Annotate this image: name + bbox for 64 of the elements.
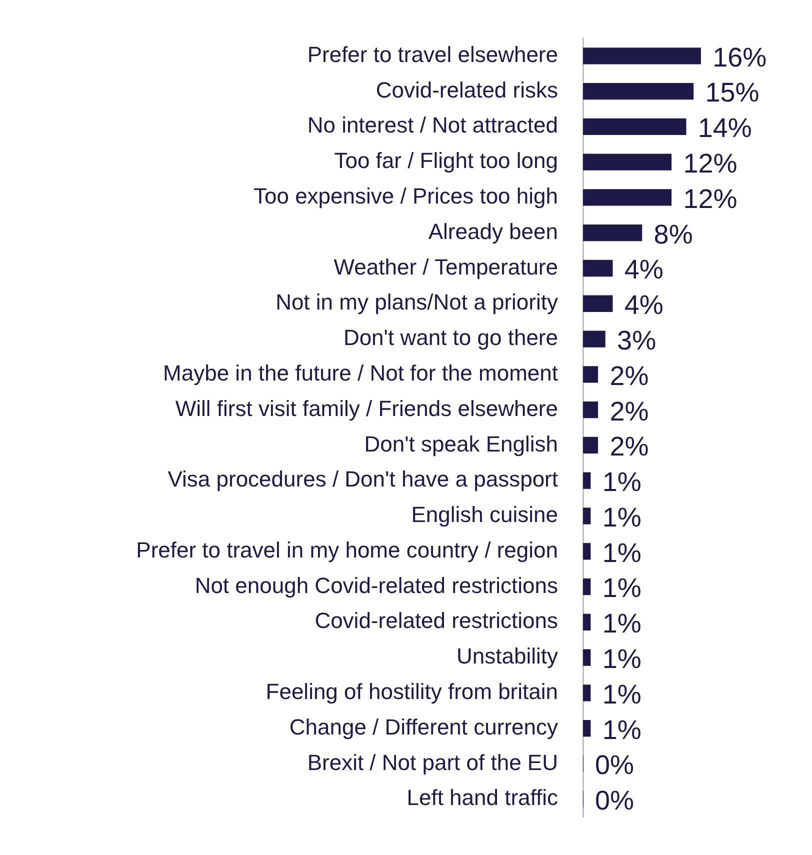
y-tick-label: Left hand traffic xyxy=(406,785,558,810)
data-label: 1% xyxy=(602,644,642,674)
y-tick-label: Not enough Covid-related restrictions xyxy=(194,572,558,598)
bar xyxy=(583,401,598,418)
data-label: 1% xyxy=(602,538,642,568)
bar xyxy=(583,720,591,737)
bar xyxy=(583,366,598,383)
y-tick-label: Visa procedures / Don't have a passport xyxy=(168,466,558,492)
bar xyxy=(583,118,686,136)
data-label: 1% xyxy=(602,573,642,604)
data-label: 12% xyxy=(683,148,738,179)
y-tick-label: Brexit / Not part of the EU xyxy=(307,750,558,775)
y-tick-label: Don't speak English xyxy=(364,431,558,456)
data-label: 1% xyxy=(602,608,642,639)
data-label: 4% xyxy=(624,290,664,320)
bar xyxy=(583,649,591,666)
bar xyxy=(583,330,606,348)
bar xyxy=(583,82,694,100)
bar xyxy=(583,154,672,170)
bar xyxy=(583,189,672,206)
y-tick-label: Not in my plans/Not a priority xyxy=(276,290,558,315)
data-label: 1% xyxy=(602,502,642,532)
y-tick-label: Unstability xyxy=(456,644,558,669)
bar xyxy=(583,260,613,277)
bar xyxy=(583,508,591,524)
data-label: 1% xyxy=(602,714,642,745)
data-label: 1% xyxy=(602,467,642,498)
y-tick-label: English cuisine xyxy=(411,502,558,528)
y-tick-label: Don't want to go there xyxy=(343,325,558,350)
y-tick-label: Too far / Flight too long xyxy=(334,148,558,174)
y-tick-label: Already been xyxy=(428,218,558,244)
bar xyxy=(583,472,591,489)
data-label: 0% xyxy=(595,786,634,816)
data-label: 2% xyxy=(610,432,649,462)
data-label: 2% xyxy=(610,360,649,391)
data-label: 1% xyxy=(602,679,642,710)
y-tick-label: Prefer to travel in my home country / region xyxy=(136,537,558,562)
data-label: 0% xyxy=(595,750,634,780)
data-label: 4% xyxy=(624,254,664,285)
bar xyxy=(583,436,598,454)
bar xyxy=(583,614,591,630)
data-label: 14% xyxy=(698,113,752,144)
bar xyxy=(583,48,701,64)
y-tick-label: Will first visit family / Friends elsewhere xyxy=(175,396,558,421)
data-label: 2% xyxy=(610,396,649,426)
bar xyxy=(583,578,591,596)
data-label: 3% xyxy=(617,325,656,356)
y-tick-label: No interest / Not attracted xyxy=(307,112,558,138)
y-tick-label: Covid-related restrictions xyxy=(314,608,558,634)
y-tick-label: Maybe in the future / Not for the moment xyxy=(163,360,558,386)
y-tick-label: Prefer to travel elsewhere xyxy=(307,42,558,67)
y-tick-label: Too expensive / Prices too high xyxy=(253,184,558,209)
data-label: 12% xyxy=(683,184,738,214)
data-label: 16% xyxy=(712,42,767,72)
data-label: 8% xyxy=(654,219,693,250)
y-tick-label: Covid-related risks xyxy=(376,77,558,102)
y-tick-label: Weather / Temperature xyxy=(334,254,558,280)
bar xyxy=(583,543,591,560)
data-label: 15% xyxy=(705,78,760,108)
y-tick-label: Change / Different currency xyxy=(289,714,558,740)
bar xyxy=(583,224,642,242)
bar xyxy=(583,295,613,312)
bar xyxy=(583,684,591,702)
y-tick-label: Feeling of hostility from britain xyxy=(266,678,558,704)
